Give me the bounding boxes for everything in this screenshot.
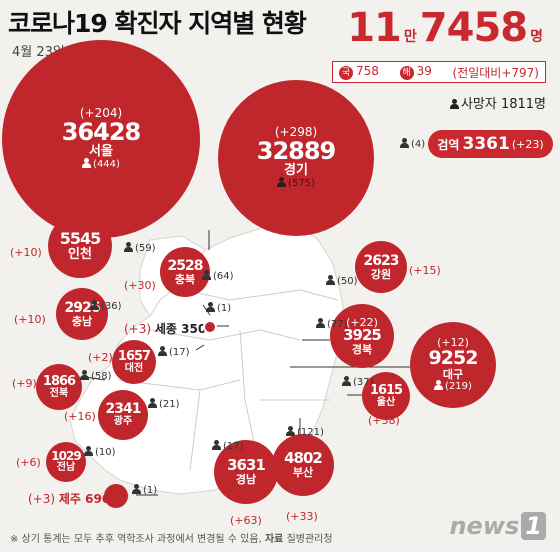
- person-icon: [84, 446, 94, 456]
- region-seoul: (+204) 36428 서울 (444): [2, 40, 200, 238]
- overseas-count: 39: [416, 64, 432, 78]
- sejong-label: (+3) 세종 350: [124, 322, 207, 336]
- chungnam-increase: (+10): [14, 313, 46, 326]
- region-chungbuk: 2528 충북: [160, 247, 210, 297]
- ulsan-deaths: (37): [342, 376, 374, 388]
- gwangju-increase: (+16): [64, 410, 96, 423]
- jeju-deaths: (1): [132, 484, 157, 496]
- person-icon: [206, 302, 216, 312]
- overseas-badge: 해: [399, 66, 414, 80]
- chungbuk-increase: (+30): [124, 279, 156, 292]
- total-unit1: 만: [403, 29, 417, 45]
- quarantine-increase: (+23): [511, 137, 544, 151]
- region-incheon: 5545 인천: [48, 214, 112, 278]
- total-part1: 11: [347, 5, 402, 51]
- region-ulsan: 1615 울산: [362, 372, 410, 420]
- incheon-increase: (+10): [10, 246, 42, 259]
- person-icon: [80, 370, 90, 380]
- person-icon: [277, 177, 287, 188]
- total-part2: 7458: [419, 5, 528, 51]
- region-chungnam: 2926 충남: [56, 288, 108, 340]
- quarantine-deaths: (4): [400, 138, 425, 150]
- jeonbuk-increase: (+9): [12, 377, 37, 390]
- person-icon: [400, 138, 410, 148]
- gangwon-deaths: (50): [326, 275, 358, 287]
- total-cases: 11 만7458 명: [347, 8, 546, 48]
- person-icon: [132, 484, 142, 494]
- jeju-label: (+3) 제주 690: [28, 492, 111, 506]
- daejeon-increase: (+2): [88, 351, 113, 364]
- region-busan: 4802 부산: [272, 434, 334, 496]
- gyeongbuk-deaths: (77): [316, 318, 348, 330]
- jeonnam-deaths: (10): [84, 446, 116, 458]
- busan-increase: (+33): [286, 510, 318, 523]
- region-gyeongnam: 3631 경남: [214, 440, 278, 504]
- gwangju-deaths: (21): [148, 398, 180, 410]
- total-deaths: 사망자 1811명: [449, 93, 546, 112]
- sejong-dot: [203, 320, 217, 334]
- ulsan-increase: (+38): [368, 414, 400, 427]
- region-gyeonggi: (+298) 32889 경기 (575): [218, 80, 374, 236]
- case-breakdown: 국 758 해 39 (전일대비+797): [332, 61, 546, 83]
- jeonbuk-deaths: (58): [80, 370, 112, 382]
- region-daegu: (+12) 9252 대구 (219): [410, 322, 496, 408]
- gangwon-increase: (+15): [409, 264, 441, 277]
- region-gyeongbuk: (+22) 3925 경북: [330, 304, 394, 368]
- quarantine-label: 검역: [437, 137, 460, 152]
- daily-change: (전일대비+797): [452, 65, 539, 80]
- chungnam-deaths: (36): [90, 300, 122, 312]
- region-daejeon: 1657 대전: [112, 340, 156, 384]
- person-icon: [212, 440, 222, 450]
- person-icon: [202, 270, 212, 280]
- person-icon: [82, 158, 92, 169]
- jeju-dot: [104, 484, 128, 508]
- person-icon: [449, 99, 460, 109]
- quarantine-count: 3361: [462, 134, 510, 154]
- person-icon: [316, 318, 326, 328]
- busan-deaths: (121): [286, 426, 324, 438]
- person-icon: [158, 346, 168, 356]
- quarantine-box: 검역 3361 (+23): [428, 130, 553, 158]
- person-icon: [286, 426, 296, 436]
- region-jeonnam: 1029 전남: [46, 442, 86, 482]
- region-jeonbuk: 1866 전북: [36, 364, 82, 410]
- gyeongnam-deaths: (17): [212, 440, 244, 452]
- person-icon: [326, 275, 336, 285]
- gyeongnam-increase: (+63): [230, 514, 262, 527]
- region-gangwon: 2623 강원: [355, 241, 407, 293]
- page-title: 코로나19 확진자 지역별 현황: [8, 9, 307, 38]
- region-gwangju: 2341 광주: [98, 390, 148, 440]
- incheon-deaths: (59): [124, 242, 156, 254]
- province-borders: [117, 287, 339, 471]
- daejeon-deaths: (17): [158, 346, 190, 358]
- footnote: ※ 상기 통계는 모두 추후 역학조사 과정에서 변경될 수 있음, 자료 질병…: [10, 534, 333, 545]
- news1-logo: news 1: [449, 512, 546, 540]
- person-icon: [434, 380, 444, 391]
- domestic-badge: 국: [339, 66, 353, 80]
- person-icon: [124, 242, 134, 252]
- person-icon: [148, 398, 158, 408]
- person-icon: [342, 376, 352, 386]
- person-icon: [90, 300, 100, 310]
- chungbuk-deaths: (64): [202, 270, 234, 282]
- total-unit2: 명: [530, 29, 543, 45]
- domestic-count: 758: [356, 64, 379, 78]
- sejong-deaths: (1): [206, 302, 231, 314]
- jeonnam-increase: (+6): [16, 456, 41, 469]
